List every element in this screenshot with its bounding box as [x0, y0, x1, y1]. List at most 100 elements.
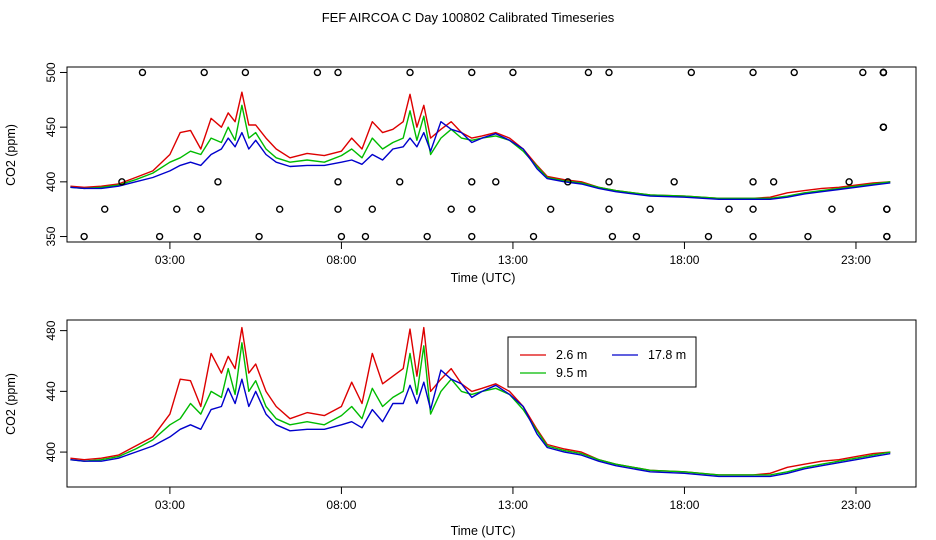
- scatter-point: [255, 232, 263, 241]
- scatter-point: [608, 232, 617, 241]
- scatter-point: [200, 68, 208, 77]
- scatter-point: [725, 205, 733, 213]
- top-scatter-points: [80, 68, 891, 241]
- y-tick-label: 480: [44, 320, 58, 340]
- scatter-point: [879, 123, 888, 131]
- x-tick-label: 13:00: [498, 253, 528, 267]
- scatter-point: [883, 205, 891, 213]
- scatter-point: [138, 68, 147, 77]
- y-tick-label: 400: [44, 172, 58, 192]
- scatter-point: [334, 68, 342, 77]
- bottom-x-axis: 03:00 08:00 13:00 18:00 23:00: [155, 487, 871, 512]
- legend-label-2-6m: 2.6 m: [556, 348, 587, 362]
- scatter-point: [828, 205, 836, 213]
- x-tick-label: 03:00: [155, 498, 185, 512]
- scatter-point: [334, 178, 342, 186]
- scatter-point: [879, 68, 888, 77]
- scatter-point: [468, 205, 476, 213]
- scatter-point: [313, 68, 322, 77]
- y-tick-label: 500: [44, 62, 58, 82]
- x-tick-label: 18:00: [669, 498, 699, 512]
- x-tick-label: 13:00: [498, 498, 528, 512]
- scatter-point: [749, 232, 757, 241]
- scatter-point: [193, 232, 202, 241]
- scatter-point: [509, 68, 517, 77]
- legend-box: [507, 336, 697, 388]
- series-line-2: [70, 120, 891, 201]
- scatter-point: [632, 232, 641, 241]
- scatter-point: [197, 205, 205, 213]
- scatter-point: [468, 232, 476, 241]
- scatter-point: [546, 205, 555, 213]
- bottom-y-axis: 400 440 480: [44, 320, 67, 462]
- scatter-point: [605, 178, 613, 186]
- scatter-point: [468, 68, 476, 77]
- series-line-17-8-m: [70, 369, 891, 478]
- bottom-plot-frame: [66, 319, 917, 488]
- scatter-point: [368, 205, 376, 213]
- scatter-point: [883, 232, 891, 241]
- scatter-point: [749, 205, 757, 213]
- scatter-point: [704, 232, 713, 241]
- legend: 2.6 m 9.5 m 17.8 m: [507, 336, 697, 388]
- scatter-point: [118, 178, 126, 186]
- scatter-point: [334, 205, 342, 213]
- bottom-y-axis-label: CO2 (ppm): [4, 373, 18, 435]
- top-y-axis-label: CO2 (ppm): [4, 124, 18, 186]
- scatter-point: [646, 205, 654, 213]
- scatter-point: [406, 68, 414, 77]
- scatter-point: [155, 232, 164, 241]
- x-tick-label: 18:00: [669, 253, 699, 267]
- legend-label-17-8m: 17.8 m: [648, 348, 686, 362]
- series-line-2-6-m: [70, 326, 891, 476]
- scatter-point: [529, 232, 538, 241]
- scatter-point: [337, 232, 346, 241]
- scatter-point: [80, 232, 88, 241]
- legend-label-9-5m: 9.5 m: [556, 366, 587, 380]
- scatter-point: [275, 205, 284, 213]
- scatter-point: [605, 68, 613, 77]
- scatter-point: [687, 68, 696, 77]
- scatter-point: [214, 178, 222, 186]
- y-tick-label: 400: [44, 442, 58, 462]
- x-tick-label: 08:00: [326, 498, 356, 512]
- scatter-point: [447, 205, 455, 213]
- bottom-x-axis-label: Time (UTC): [451, 524, 516, 538]
- x-tick-label: 03:00: [155, 253, 185, 267]
- scatter-point: [241, 68, 250, 77]
- scatter-point: [804, 232, 812, 241]
- series-line-1: [70, 104, 891, 200]
- scatter-point: [749, 178, 757, 186]
- scatter-point: [468, 178, 476, 186]
- scatter-point: [361, 232, 370, 241]
- scatter-point: [845, 178, 853, 186]
- series-line-9-5-m: [70, 342, 891, 476]
- chart-title: FEF AIRCOA C Day 100802 Calibrated Times…: [322, 10, 615, 25]
- x-tick-label: 23:00: [841, 253, 871, 267]
- scatter-point: [584, 68, 593, 77]
- x-tick-label: 08:00: [326, 253, 356, 267]
- scatter-point: [859, 68, 867, 77]
- scatter-point: [173, 205, 181, 213]
- top-y-axis: 350 400 450 500: [44, 62, 67, 247]
- scatter-point: [749, 68, 757, 77]
- bottom-panel: 03:00 08:00 13:00 18:00 23:00 400 440 480 Time…: [4, 319, 917, 538]
- scatter-point: [492, 178, 500, 186]
- bottom-series-lines: [70, 326, 891, 478]
- top-panel: 03:00 08:00 13:00 18:00 23:00 350 400 450 500 T…: [4, 62, 917, 285]
- scatter-point: [423, 232, 431, 241]
- scatter-point: [101, 205, 109, 213]
- scatter-point: [790, 68, 798, 77]
- series-line-0: [70, 91, 891, 200]
- scatter-point: [769, 178, 778, 186]
- top-x-axis: 03:00 08:00 13:00 18:00 23:00: [155, 242, 871, 267]
- y-tick-label: 450: [44, 117, 58, 137]
- scatter-point: [605, 205, 613, 213]
- top-x-axis-label: Time (UTC): [451, 271, 516, 285]
- y-tick-label: 440: [44, 381, 58, 401]
- y-tick-label: 350: [44, 226, 58, 246]
- scatter-point: [670, 178, 678, 186]
- top-series-lines: [70, 91, 891, 201]
- x-tick-label: 23:00: [841, 498, 871, 512]
